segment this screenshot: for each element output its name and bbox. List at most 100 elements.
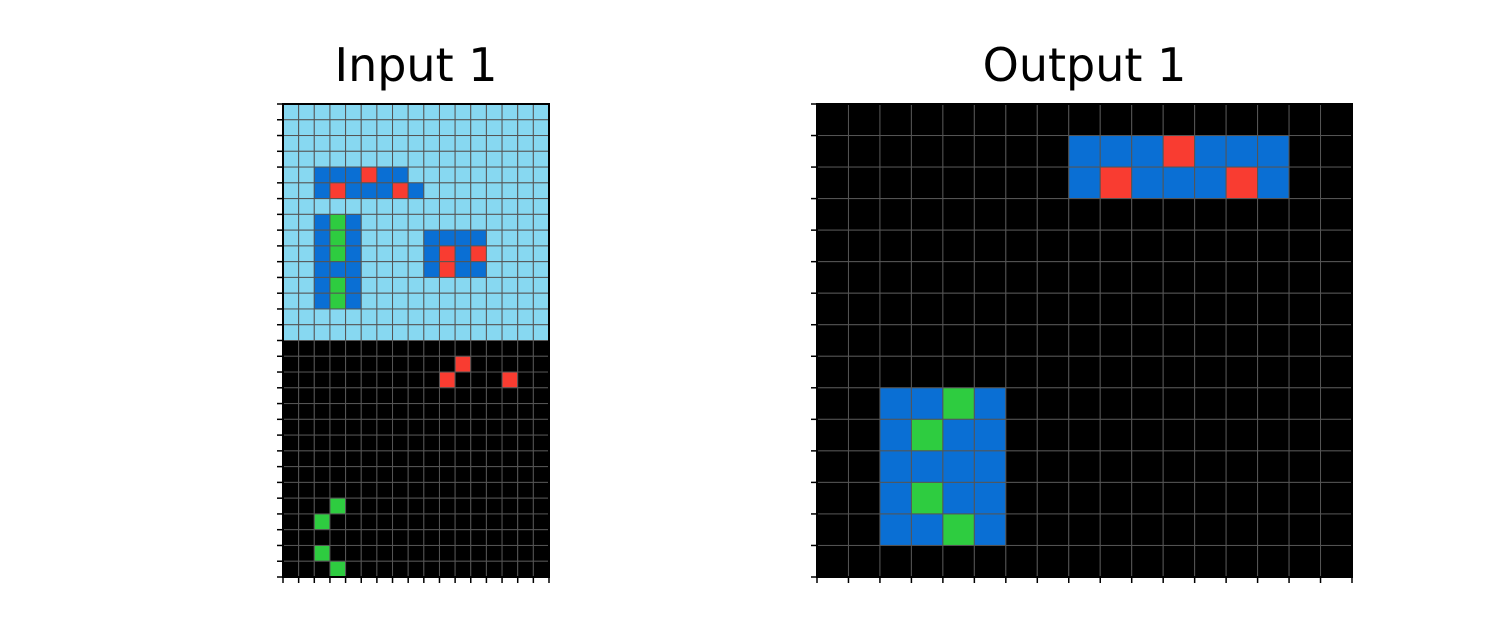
input-grid-cell [532, 198, 550, 215]
input-grid-cell [501, 466, 519, 483]
output-grid-cell [1099, 355, 1133, 389]
input-grid-cell [485, 103, 503, 121]
input-grid-cell [501, 355, 519, 373]
input-grid-cell [282, 434, 300, 452]
input-grid-cell [313, 213, 331, 231]
output-grid-cell [1257, 103, 1290, 137]
input-grid-cell [345, 198, 362, 215]
input-grid-cell [360, 182, 378, 200]
input-grid-cell [313, 434, 331, 452]
input-grid-cell [470, 150, 487, 168]
output-grid-cell [816, 544, 849, 578]
output-grid-cell [816, 418, 849, 452]
output-grid-cell [1068, 103, 1101, 137]
input-grid-cell [329, 513, 347, 531]
output-grid-cell [1005, 292, 1038, 326]
input-grid-cell [376, 481, 394, 499]
output-grid-cell [910, 198, 944, 231]
input-grid-cell [360, 466, 378, 483]
input-grid-cell [360, 308, 378, 326]
input-grid-cell [454, 340, 472, 357]
input-grid-cell [392, 276, 409, 294]
input-grid-cell [298, 434, 315, 452]
input-grid-cell [517, 387, 534, 405]
output-grid-cell [1162, 355, 1196, 389]
input-grid-cell [329, 529, 347, 546]
input-grid-cell [392, 198, 409, 215]
input-grid-cell [423, 308, 440, 326]
input-grid-cell [329, 103, 347, 121]
input-grid-cell [423, 434, 440, 452]
input-grid-cell [407, 387, 425, 405]
input-grid-cell [517, 466, 534, 483]
input-grid-cell [313, 119, 331, 137]
output-grid-cell [910, 355, 944, 389]
input-grid-cell [329, 340, 347, 357]
input-grid-cell [329, 292, 347, 310]
output-grid-cell [847, 418, 881, 452]
output-grid-cell [942, 513, 975, 546]
input-grid-cell [517, 434, 534, 452]
output-grid-cell [1257, 135, 1290, 168]
input-grid-cell [313, 166, 331, 184]
input-grid-cell [392, 324, 409, 342]
output-grid-cell [942, 292, 975, 326]
output-grid-cell [1288, 135, 1322, 168]
output-grid-cell [1068, 198, 1101, 231]
input-grid-cell [298, 529, 315, 546]
input-grid-cell [517, 198, 534, 215]
output-grid-cell [879, 103, 912, 137]
output-grid-cell [847, 450, 881, 483]
input-grid-cell [423, 292, 440, 310]
input-grid-cell [360, 513, 378, 531]
input-grid-cell [423, 213, 440, 231]
input-grid-cell [438, 497, 456, 515]
input-grid-cell [438, 213, 456, 231]
input-grid-cell [454, 150, 472, 168]
input-grid-cell [282, 466, 300, 483]
output-grid-cell [816, 261, 849, 294]
input-grid-cell [360, 529, 378, 546]
input-grid-cell [407, 292, 425, 310]
input-grid [277, 103, 550, 583]
input-grid-cell [517, 371, 534, 389]
input-grid-cell [485, 466, 503, 483]
output-grid-cell [1162, 324, 1196, 357]
input-grid-cell [438, 481, 456, 499]
input-grid-cell [470, 166, 487, 184]
input-grid-cell [517, 103, 534, 121]
input-grid-cell [360, 198, 378, 215]
input-grid-cell [282, 529, 300, 546]
output-grid-cell [1320, 135, 1353, 168]
input-grid-cell [470, 403, 487, 420]
output-grid-cell [942, 450, 975, 483]
input-grid-cell [282, 292, 300, 310]
input-grid-cell [360, 135, 378, 152]
input-grid-cell [423, 466, 440, 483]
input-grid-cell [454, 481, 472, 499]
output-grid-cell [1068, 292, 1101, 326]
input-grid-cell [298, 135, 315, 152]
output-grid-cell [1131, 418, 1164, 452]
input-grid-cell [532, 213, 550, 231]
input-grid-cell [392, 450, 409, 468]
input-grid-cell [345, 513, 362, 531]
input-grid-cell [282, 497, 300, 515]
output-grid-cell [1257, 418, 1290, 452]
output-grid-cell [1099, 513, 1133, 546]
input-grid-cell [376, 450, 394, 468]
input-grid-cell [485, 261, 503, 278]
input-grid-cell [282, 355, 300, 373]
input-grid-cell [532, 355, 550, 373]
output-grid-cell [1036, 450, 1070, 483]
output-grid-cell [1162, 544, 1196, 578]
input-grid-cell [438, 182, 456, 200]
input-grid-cell [329, 434, 347, 452]
input-grid-cell [392, 166, 409, 184]
input-grid-cell [313, 513, 331, 531]
output-grid-cell [1225, 135, 1259, 168]
input-grid-cell [407, 371, 425, 389]
input-grid-cell [454, 292, 472, 310]
input-grid-cell [501, 340, 519, 357]
input-grid-cell [470, 340, 487, 357]
